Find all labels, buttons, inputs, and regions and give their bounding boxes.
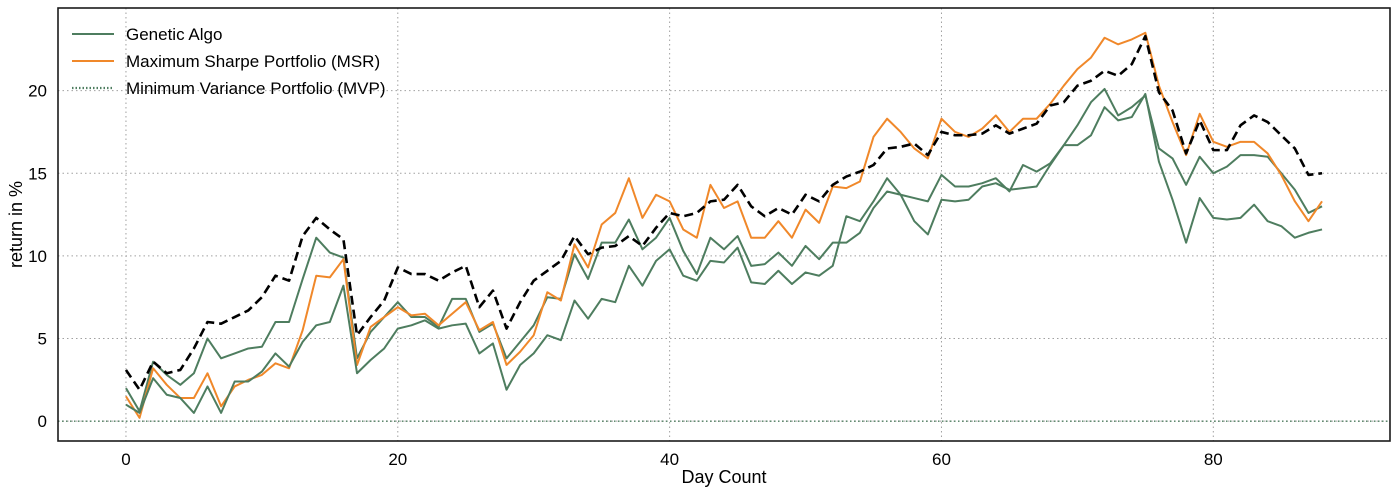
x-tick-label: 60 bbox=[932, 450, 951, 469]
series-line-2 bbox=[125, 31, 1323, 419]
y-axis-title: return in % bbox=[6, 181, 26, 268]
y-tick-label: 15 bbox=[28, 164, 47, 183]
legend-label: Genetic Algo bbox=[126, 25, 222, 44]
y-axis-ticks: 0 5 10 15 20 bbox=[28, 82, 47, 432]
plot-area bbox=[58, 8, 1390, 441]
x-tick-label: 80 bbox=[1204, 450, 1223, 469]
grid bbox=[58, 8, 1390, 441]
series-line-4 bbox=[124, 34, 1323, 392]
x-axis-title: Day Count bbox=[681, 467, 766, 487]
x-tick-label: 40 bbox=[660, 450, 679, 469]
legend: Genetic Algo Maximum Sharpe Portfolio (MS… bbox=[72, 25, 385, 98]
x-tick-label: 20 bbox=[388, 450, 407, 469]
y-tick-label: 20 bbox=[28, 82, 47, 101]
legend-label: Minimum Variance Portfolio (MVP) bbox=[126, 79, 385, 98]
y-tick-label: 5 bbox=[38, 330, 47, 349]
series-line-3 bbox=[125, 92, 1323, 414]
series-lines bbox=[124, 31, 1323, 419]
legend-label: Maximum Sharpe Portfolio (MSR) bbox=[126, 52, 380, 71]
y-tick-label: 10 bbox=[28, 247, 47, 266]
plot-frame bbox=[57, 7, 1391, 442]
x-tick-label: 0 bbox=[121, 450, 130, 469]
y-tick-label: 0 bbox=[38, 412, 47, 431]
x-axis-ticks: 0 20 40 60 80 bbox=[121, 450, 1223, 469]
series-line-1 bbox=[125, 87, 1323, 413]
